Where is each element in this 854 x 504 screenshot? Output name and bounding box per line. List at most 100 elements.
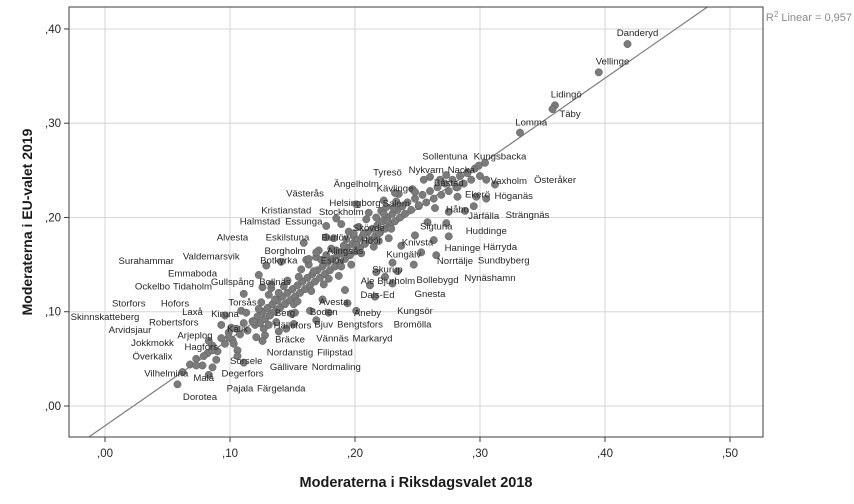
data-point-Skinnskatteberg: [217, 320, 226, 329]
point-label: Gnesta: [415, 289, 447, 300]
data-point: [448, 175, 457, 184]
point-label: Jokkmokk: [131, 338, 174, 349]
point-label: Sundbyberg: [478, 255, 530, 266]
point-label: Kalix: [227, 324, 248, 335]
point-label: Kungsör: [397, 306, 434, 317]
data-point-Stockholm: [379, 209, 388, 218]
point-label: Överkalix: [133, 351, 173, 362]
point-label: Storfors: [112, 299, 146, 310]
point-label: Järfälla: [468, 211, 500, 222]
point-label: Sigtuna: [420, 221, 453, 232]
data-point: [362, 215, 371, 224]
y-tick-label: ,10: [45, 307, 61, 319]
data-point-Jokkmokk: [208, 346, 217, 355]
point-label: Gällivare: [270, 362, 308, 373]
data-point-Markaryd: [312, 316, 321, 325]
x-tick-label: ,20: [347, 448, 363, 460]
data-point-Bollebygd: [393, 267, 402, 276]
data-point-Dorotea: [173, 380, 182, 389]
point-label: Bjurholm: [377, 276, 415, 287]
data-point-Vaxholm: [482, 175, 491, 184]
point-label: Vaxholm: [490, 176, 527, 187]
data-point: [407, 205, 416, 214]
data-point: [369, 242, 378, 251]
x-tick-label: ,40: [597, 448, 613, 460]
point-label: Alvesta: [217, 233, 249, 244]
data-point-Sundbyberg: [432, 251, 441, 260]
point-label: Laxå: [182, 307, 203, 318]
data-point-Kiruna: [254, 304, 263, 313]
point-label: Kungsbacka: [474, 152, 527, 163]
point-label: Norrtälje: [437, 256, 473, 267]
data-point-Bollnäs: [283, 276, 292, 285]
data-point: [364, 208, 373, 217]
point-label: Stockholm: [319, 207, 364, 218]
point-label: Ale: [361, 276, 375, 287]
data-point-Bengtsfors: [324, 308, 333, 317]
point-label: Bjuv: [314, 319, 333, 330]
point-label: Ängelholm: [334, 179, 379, 190]
point-label: Robertsfors: [149, 318, 199, 329]
point-label: Strängnäs: [506, 210, 550, 221]
point-label: Bräcke: [275, 334, 305, 345]
data-point: [317, 255, 326, 264]
data-point-Valdemarsvik: [277, 257, 286, 266]
data-point: [387, 224, 396, 233]
point-label: Bollnäs: [259, 277, 291, 288]
point-label: Kävlinge: [377, 184, 414, 195]
data-point-Knivsta: [411, 231, 419, 240]
data-point-Kalix: [249, 318, 258, 327]
point-label: Pajala: [227, 383, 254, 394]
point-label: Borgholm: [264, 246, 305, 257]
data-point: [294, 272, 303, 281]
point-label: Filipstad: [317, 348, 353, 359]
data-point-Gnesta: [388, 279, 397, 288]
data-point-Huddinge: [442, 219, 451, 228]
data-point-Eslöv: [339, 250, 348, 259]
data-point-Burlöv: [349, 229, 358, 238]
data-point-Strängnäs: [469, 202, 478, 211]
point-label: Emmaboda: [168, 268, 218, 279]
data-point: [437, 190, 446, 199]
point-label: Avesta: [319, 297, 349, 308]
data-point-Sorsele: [212, 355, 221, 364]
point-label: Halmstad: [240, 217, 281, 228]
data-point-Malå: [208, 363, 217, 372]
point-label: Hofors: [161, 299, 189, 310]
point-label: Surahammar: [119, 256, 175, 267]
data-point: [282, 324, 291, 333]
data-point-Järfälla: [461, 206, 469, 215]
point-label: Dorotea: [183, 392, 218, 403]
data-point-Robertsfors: [227, 323, 236, 332]
data-point: [319, 280, 328, 289]
data-point-Filipstad: [274, 327, 283, 336]
point-label: Essunga: [285, 217, 323, 228]
data-point-Salem: [414, 201, 423, 210]
point-label: Bollebygd: [416, 275, 458, 286]
data-point: [456, 172, 464, 180]
point-label: Kungälv: [386, 250, 421, 261]
point-label: Höör: [361, 235, 383, 246]
plot-frame: [68, 6, 764, 438]
point-label: Burlöv: [321, 233, 348, 244]
data-point: [307, 287, 316, 295]
y-tick-label: ,20: [45, 212, 61, 224]
y-tick-label: ,00: [45, 401, 61, 413]
data-point-Överkalix: [199, 352, 208, 360]
data-point: [264, 290, 273, 299]
point-label: Färgelanda: [257, 383, 306, 394]
data-point-Kungsbacka: [481, 158, 489, 167]
data-point: [324, 274, 333, 283]
data-point-Essunga: [337, 220, 346, 229]
point-label: Botkyrka: [260, 255, 298, 266]
data-point-Kungsör: [371, 292, 379, 301]
data-point-Bjuv: [306, 306, 314, 315]
point-label: Nynäshamn: [464, 273, 515, 284]
point-label: Sollentuna: [422, 152, 468, 163]
data-point: [297, 265, 306, 274]
point-label: Berg: [275, 308, 295, 319]
point-label: Aneby: [354, 308, 381, 319]
data-point-Nordmaling: [258, 337, 267, 345]
data-point-Kristianstad: [332, 214, 341, 223]
